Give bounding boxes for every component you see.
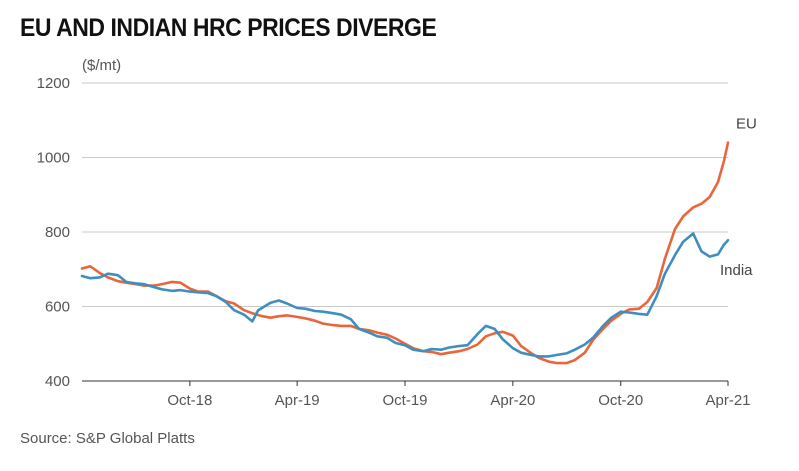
source-note: Source: S&P Global Platts xyxy=(20,430,195,447)
y-axis-ticks: 400 600 800 1000 1200 xyxy=(37,75,70,390)
y-tick-label: 800 xyxy=(45,224,70,241)
y-tick-label: 1200 xyxy=(37,75,70,92)
y-tick-label: 600 xyxy=(45,299,70,316)
x-tick-label: Apr-19 xyxy=(275,392,320,409)
x-tick-label: Apr-20 xyxy=(490,392,535,409)
x-axis-ticks: Oct-18 Apr-19 Oct-19 Apr-20 Oct-20 Apr-21 xyxy=(167,381,751,409)
chart-title: EU AND INDIAN HRC PRICES DIVERGE xyxy=(20,14,437,42)
x-tick-label: Oct-18 xyxy=(167,392,212,409)
series-label-eu: EU xyxy=(736,116,757,133)
gridlines xyxy=(82,82,728,307)
y-tick-label: 400 xyxy=(45,373,70,390)
series-line-india xyxy=(80,232,730,358)
y-tick-label: 1000 xyxy=(37,150,70,167)
x-tick-label: Oct-20 xyxy=(598,392,643,409)
series-group: EU India xyxy=(80,116,757,365)
x-tick-label: Oct-19 xyxy=(382,392,427,409)
series-line-eu xyxy=(80,141,730,365)
series-label-india: India xyxy=(720,262,753,279)
y-axis-unit-label: ($/mt) xyxy=(82,57,121,74)
x-tick-label: Apr-21 xyxy=(705,392,750,409)
